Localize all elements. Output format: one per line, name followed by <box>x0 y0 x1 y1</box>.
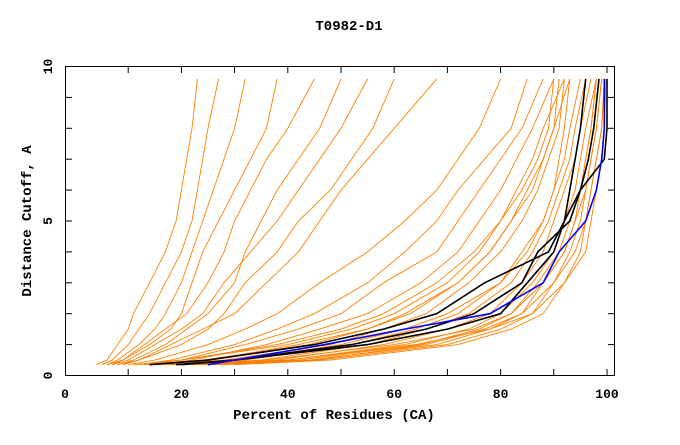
x-tick-label: 40 <box>280 387 296 402</box>
x-tick-label: 0 <box>61 387 69 402</box>
model-curve <box>133 78 555 366</box>
y-axis-label: Distance Cutoff, A <box>20 145 36 297</box>
model-curve <box>96 78 198 366</box>
model-curve <box>149 78 544 366</box>
model-curve <box>170 78 581 366</box>
model-curve <box>202 78 597 366</box>
best-model-curve <box>207 78 606 366</box>
series-layer <box>96 78 608 366</box>
chart-title: T0982-D1 <box>315 19 382 35</box>
y-tick-label: 0 <box>41 371 56 379</box>
model-curve <box>138 78 528 366</box>
model-curve <box>138 78 565 366</box>
model-curve <box>223 78 603 366</box>
x-tick-label: 80 <box>493 387 509 402</box>
model-curve <box>117 78 438 366</box>
model-curve <box>154 78 555 366</box>
model-curve <box>112 78 278 366</box>
x-tick-label: 20 <box>174 387 190 402</box>
model-curve <box>122 78 395 366</box>
highlight-curve <box>176 78 600 366</box>
model-curve <box>106 78 246 366</box>
model-curve <box>106 78 315 366</box>
x-tick-label: 60 <box>386 387 402 402</box>
y-tick-label: 10 <box>41 59 56 75</box>
highlight-curve <box>149 78 587 366</box>
model-curve <box>144 78 560 366</box>
y-tick-label: 5 <box>41 217 56 225</box>
model-curve <box>160 78 571 366</box>
highlight-curve <box>181 78 608 366</box>
model-curve <box>218 78 605 366</box>
x-tick-label: 100 <box>595 387 619 402</box>
model-curve <box>207 78 597 366</box>
x-axis-label: Percent of Residues (CA) <box>233 408 435 424</box>
model-curve <box>128 78 502 366</box>
model-curve <box>117 78 342 366</box>
model-curve <box>181 78 597 366</box>
tick-layer: 0 20 40 60 80 100 0 5 10 <box>41 59 619 402</box>
model-curve <box>191 78 592 366</box>
model-curve <box>112 78 368 366</box>
model-curve <box>197 78 607 366</box>
model-curve <box>101 78 220 366</box>
